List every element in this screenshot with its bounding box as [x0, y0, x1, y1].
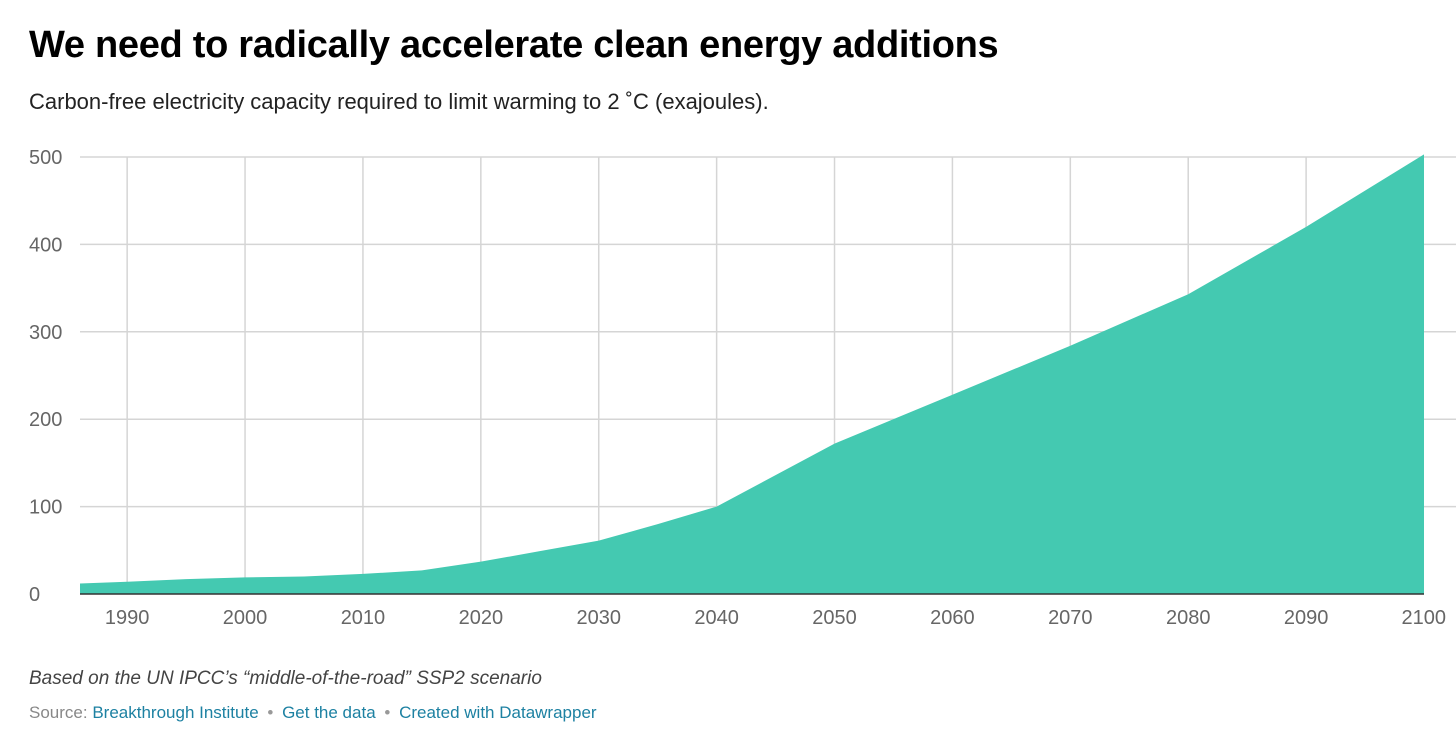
area-series-fill: [80, 154, 1424, 595]
y-tick-label: 100: [29, 497, 62, 519]
x-tick-label: 2090: [1284, 607, 1329, 629]
x-tick-label: 2040: [694, 607, 739, 629]
y-tick-label: 300: [29, 322, 62, 344]
chart-title: We need to radically accelerate clean en…: [29, 24, 999, 66]
x-tick-label: 2080: [1166, 607, 1211, 629]
area-series: [80, 154, 1424, 595]
y-tick-label: 0: [29, 584, 40, 606]
x-tick-label: 2010: [341, 607, 386, 629]
area-chart: 0 100 200 300 400 500 1990 2000 2010 2020 2030 2040…: [29, 147, 1456, 629]
footer-separator: •: [267, 703, 274, 722]
y-tick-label: 200: [29, 409, 62, 431]
tick-labels: 0 100 200 300 400 500 1990 2000 2010 2020 2030 2040…: [29, 147, 1446, 629]
chart-footer: Source: Breakthrough Institute • Get the…: [29, 703, 597, 723]
y-tick-label: 400: [29, 234, 62, 256]
datawrapper-credit-link[interactable]: Created with Datawrapper: [399, 703, 597, 722]
x-tick-label: 2070: [1048, 607, 1093, 629]
x-tick-label: 1990: [105, 607, 150, 629]
x-tick-label: 2000: [223, 607, 268, 629]
source-link[interactable]: Breakthrough Institute: [92, 703, 259, 722]
get-data-link[interactable]: Get the data: [282, 703, 376, 722]
x-tick-label: 2030: [576, 607, 621, 629]
source-label: Source:: [29, 703, 88, 722]
x-tick-label: 2050: [812, 607, 857, 629]
chart-notes: Based on the UN IPCC’s “middle-of-the-ro…: [29, 668, 542, 689]
chart-subtitle: Carbon-free electricity capacity require…: [29, 89, 769, 114]
x-tick-label: 2060: [930, 607, 975, 629]
y-tick-label: 500: [29, 147, 62, 169]
footer-separator: •: [384, 703, 391, 722]
x-tick-label: 2020: [459, 607, 504, 629]
x-tick-label: 2100: [1402, 607, 1447, 629]
